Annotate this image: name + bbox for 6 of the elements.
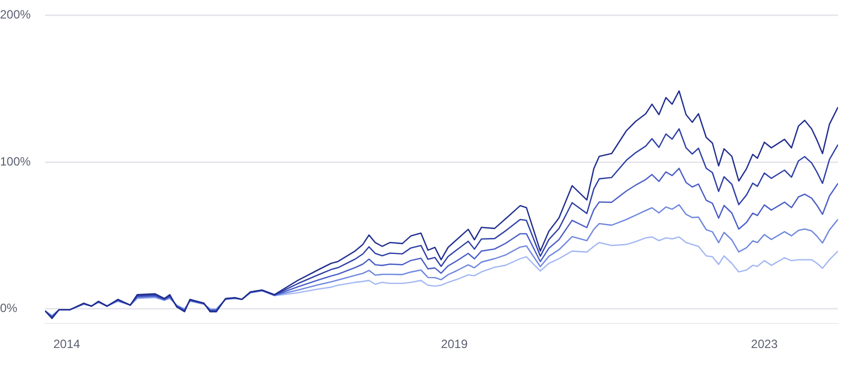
y-tick-label: 100%: [0, 154, 32, 168]
y-tick-label: 200%: [0, 8, 32, 22]
x-tick-label: 2019: [440, 337, 468, 352]
y-tick-label: 0%: [0, 301, 18, 316]
x-tick-label: 2023: [751, 337, 778, 352]
x-tick-label: 2014: [53, 337, 80, 352]
